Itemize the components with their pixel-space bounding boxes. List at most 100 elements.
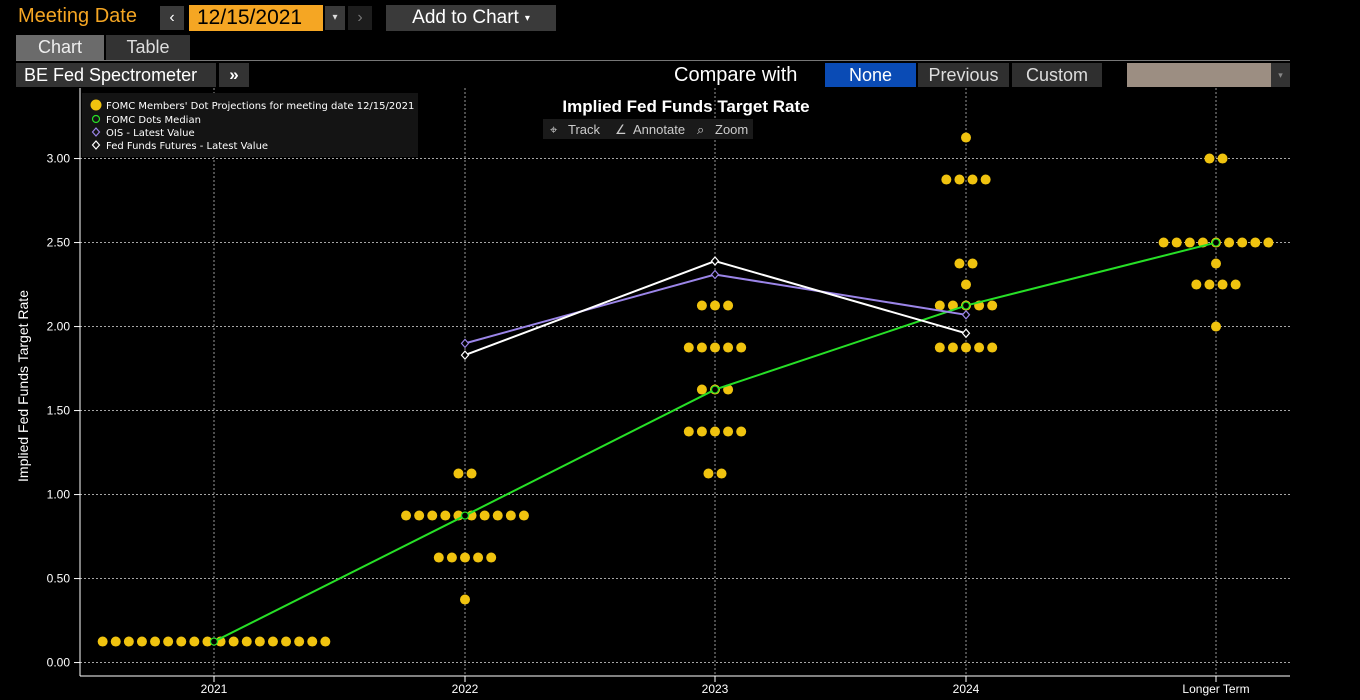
dot-projection xyxy=(1250,237,1261,248)
dot-projection xyxy=(961,132,971,143)
dot-projection xyxy=(1211,258,1221,269)
chevron-down-icon: ▾ xyxy=(524,13,530,24)
dot-projection xyxy=(267,636,278,647)
series-point-fed-funds-futures-latest-value xyxy=(710,256,720,266)
dot-projection xyxy=(736,426,747,437)
dot-projection xyxy=(1263,237,1274,248)
x-tick-labels: 2021 2022 2023 2024 Longer Term xyxy=(201,676,1250,696)
dot-projection xyxy=(683,342,694,353)
dot-projection xyxy=(189,636,200,647)
meeting-date-input[interactable]: 12/15/2021 xyxy=(189,5,323,31)
dot-projection xyxy=(1237,237,1248,248)
dot-projection xyxy=(987,342,998,353)
previous-date-button[interactable]: ‹ xyxy=(160,6,184,30)
dot-projection xyxy=(473,552,484,563)
dot-projection xyxy=(696,426,707,437)
dot-projection xyxy=(460,594,470,605)
add-to-chart-button[interactable]: Add to Chart ▾ xyxy=(386,5,556,31)
dot-projection xyxy=(987,300,998,311)
dot-projection xyxy=(941,174,952,185)
legend-dot-marker xyxy=(90,99,102,111)
zoom-label: Zoom xyxy=(715,122,748,137)
dot-projection xyxy=(460,552,470,563)
tab-divider xyxy=(16,60,1290,61)
legend-label-median: FOMC Dots Median xyxy=(106,115,201,126)
dot-projection xyxy=(1224,237,1235,248)
dot-projection xyxy=(723,342,734,353)
dot-projection xyxy=(954,258,965,269)
dot-projection xyxy=(241,636,252,647)
legend-label-dots: FOMC Members' Dot Projections for meetin… xyxy=(106,101,414,112)
y-tick-label: 3.00 xyxy=(47,152,71,166)
pencil-icon: ∠ xyxy=(615,122,627,137)
dot-projection xyxy=(294,636,305,647)
dot-projection xyxy=(307,636,318,647)
select-arrow-icon[interactable]: ▾ xyxy=(1271,63,1290,87)
dot-projection xyxy=(723,300,734,311)
median-point xyxy=(961,301,971,310)
tab-table[interactable]: Table xyxy=(106,35,190,60)
dot-projection xyxy=(433,552,444,563)
dot-projection xyxy=(934,300,945,311)
chart-title: Implied Fed Funds Target Rate xyxy=(562,97,809,116)
toolbar: Meeting Date ‹ 12/15/2021 ▾ › Add to Cha… xyxy=(0,0,1360,34)
compare-custom-button[interactable]: Custom xyxy=(1012,63,1102,87)
tab-chart[interactable]: Chart xyxy=(16,35,104,60)
y-tick-label: 1.50 xyxy=(47,404,71,418)
track-label: Track xyxy=(568,122,601,137)
date-dropdown-icon[interactable]: ▾ xyxy=(325,6,345,30)
meeting-date-label: Meeting Date xyxy=(18,5,137,27)
dot-projection xyxy=(486,552,497,563)
x-tick-label: 2023 xyxy=(702,682,729,696)
compare-none-button[interactable]: None xyxy=(825,63,916,87)
dot-projection xyxy=(961,342,971,353)
add-to-chart-label: Add to Chart xyxy=(412,7,519,28)
dot-projection xyxy=(479,510,490,521)
dot-projection xyxy=(1211,321,1221,332)
series-point-ois-latest-value xyxy=(460,338,470,349)
dot-projection xyxy=(696,300,707,311)
more-options-icon[interactable]: » xyxy=(219,63,249,87)
annotate-label: Annotate xyxy=(633,122,685,137)
annotate-control[interactable]: ∠ Annotate xyxy=(615,122,685,137)
grid-lines xyxy=(80,88,1290,676)
series-point-ois-latest-value xyxy=(710,269,720,280)
zoom-control[interactable]: ⌕ Zoom xyxy=(697,122,748,137)
track-control[interactable]: ⌖ Track xyxy=(550,122,601,137)
legend-ois-marker xyxy=(91,127,101,137)
series-lines xyxy=(209,238,1221,646)
dot-projections xyxy=(97,132,1274,647)
fed-funds-chart[interactable]: 0.000.501.001.502.002.503.00 2021 2022 202… xyxy=(0,88,1360,700)
dot-projection xyxy=(967,174,978,185)
dot-projection xyxy=(136,636,147,647)
dot-projection xyxy=(97,636,108,647)
x-tick-label: 2022 xyxy=(452,682,479,696)
dot-projection xyxy=(1191,279,1202,290)
legend: FOMC Members' Dot Projections for meetin… xyxy=(82,93,418,157)
y-tick-labels: 0.00 0.50 1.00 1.50 2.00 2.50 3.00 xyxy=(47,152,80,670)
dot-projection xyxy=(492,510,503,521)
dot-projection xyxy=(163,636,174,647)
dot-projection xyxy=(414,510,425,521)
dot-projection xyxy=(716,468,727,479)
dot-projection xyxy=(440,510,451,521)
custom-date-select[interactable] xyxy=(1127,63,1271,87)
dot-projection xyxy=(1184,237,1195,248)
next-date-button[interactable]: › xyxy=(348,6,372,30)
x-tick-label: 2024 xyxy=(953,682,980,696)
dot-projection xyxy=(710,426,720,437)
view-selector[interactable]: BE Fed Spectrometer xyxy=(16,63,216,87)
y-tick-label: 1.00 xyxy=(47,488,71,502)
median-point xyxy=(1211,238,1221,247)
compare-previous-button[interactable]: Previous xyxy=(918,63,1009,87)
dot-projection xyxy=(254,636,265,647)
dot-projection xyxy=(320,636,331,647)
dot-projection xyxy=(683,426,694,437)
crosshair-icon: ⌖ xyxy=(550,122,558,137)
y-tick-label: 0.50 xyxy=(47,572,71,586)
dot-projection xyxy=(696,342,707,353)
legend-futures-marker xyxy=(91,140,101,150)
dot-projection xyxy=(427,510,438,521)
median-point xyxy=(460,511,470,520)
x-tick-label: 2021 xyxy=(201,682,228,696)
